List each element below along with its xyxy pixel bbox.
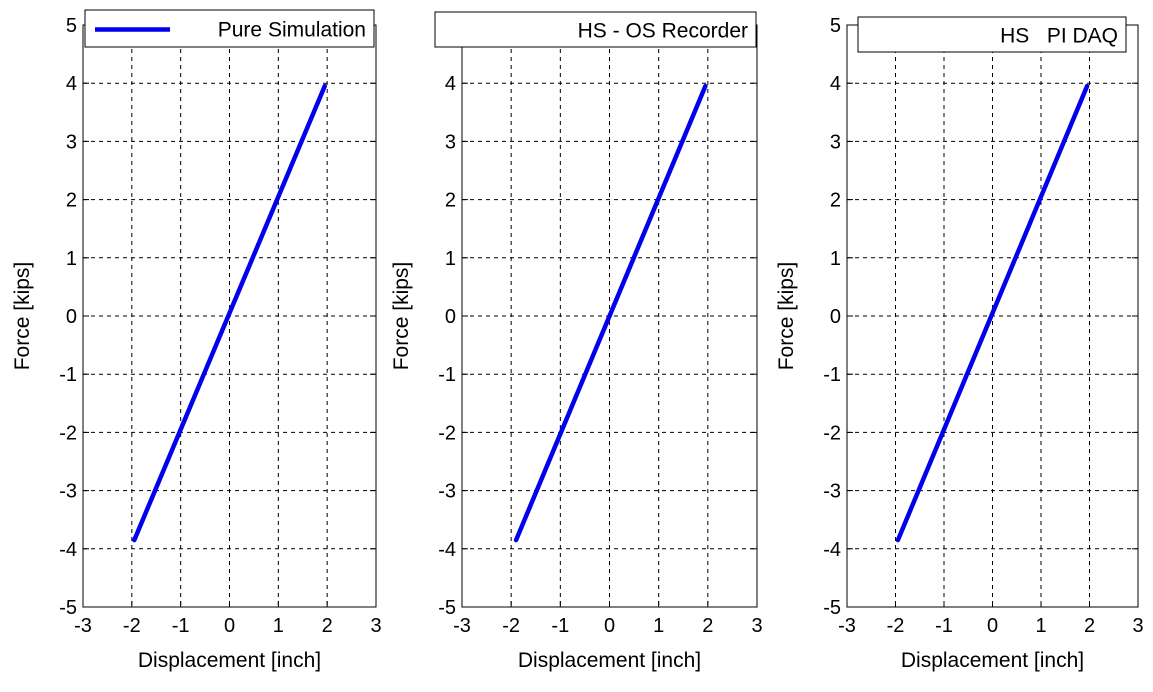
x-tick-label: 3 bbox=[370, 615, 381, 637]
y-tick-label: 1 bbox=[66, 248, 77, 270]
y-tick-label: -1 bbox=[59, 364, 77, 386]
y-tick-label: -4 bbox=[59, 539, 77, 561]
y-tick-label: -5 bbox=[59, 597, 77, 619]
y-tick-label: -2 bbox=[59, 422, 77, 444]
x-tick-label: 2 bbox=[322, 615, 333, 637]
y-tick-label: -5 bbox=[823, 597, 841, 619]
y-tick-label: 0 bbox=[830, 306, 841, 328]
y-tick-label: -3 bbox=[59, 481, 77, 503]
y-tick-label: 2 bbox=[445, 190, 456, 212]
x-tick-label: 0 bbox=[987, 615, 998, 637]
y-tick-label: 3 bbox=[830, 131, 841, 153]
y-tick-label: -3 bbox=[823, 481, 841, 503]
y-tick-label: 1 bbox=[445, 248, 456, 270]
y-axis-label: Force [kips] bbox=[775, 262, 798, 371]
legend: HS - OS Recorder bbox=[435, 12, 756, 47]
y-tick-label: -2 bbox=[438, 422, 456, 444]
x-axis-label: Displacement [inch] bbox=[138, 649, 321, 672]
x-tick-label: 1 bbox=[273, 615, 284, 637]
y-tick-label: 4 bbox=[830, 73, 841, 95]
y-tick-label: 5 bbox=[66, 15, 77, 37]
y-tick-label: -4 bbox=[438, 539, 456, 561]
legend: HS PI DAQ bbox=[858, 17, 1126, 52]
x-tick-label: 3 bbox=[1132, 615, 1143, 637]
legend-label: Pure Simulation bbox=[218, 19, 366, 42]
y-tick-label: -1 bbox=[438, 364, 456, 386]
x-tick-label: 0 bbox=[604, 615, 615, 637]
y-tick-label: 3 bbox=[445, 131, 456, 153]
y-tick-label: 4 bbox=[66, 73, 77, 95]
legend: Pure Simulation bbox=[85, 10, 374, 47]
x-tick-label: -2 bbox=[123, 615, 141, 637]
x-tick-label: -1 bbox=[172, 615, 190, 637]
x-tick-label: 1 bbox=[653, 615, 664, 637]
x-tick-label: -2 bbox=[887, 615, 905, 637]
x-tick-label: -1 bbox=[935, 615, 953, 637]
x-tick-label: 2 bbox=[702, 615, 713, 637]
y-tick-label: 1 bbox=[830, 248, 841, 270]
y-tick-label: 3 bbox=[66, 131, 77, 153]
y-tick-label: 5 bbox=[830, 15, 841, 37]
x-axis-label: Displacement [inch] bbox=[518, 649, 701, 672]
y-tick-label: 0 bbox=[66, 306, 77, 328]
x-tick-label: 0 bbox=[224, 615, 235, 637]
y-tick-label: -3 bbox=[438, 481, 456, 503]
legend-label: HS PI DAQ bbox=[1000, 25, 1118, 48]
x-tick-label: 2 bbox=[1084, 615, 1095, 637]
y-tick-label: -4 bbox=[823, 539, 841, 561]
legend-label: HS - OS Recorder bbox=[578, 20, 748, 43]
y-tick-label: -5 bbox=[438, 597, 456, 619]
x-tick-label: 1 bbox=[1035, 615, 1046, 637]
y-axis-label: Force [kips] bbox=[11, 262, 34, 371]
y-tick-label: -2 bbox=[823, 422, 841, 444]
y-tick-label: 2 bbox=[66, 190, 77, 212]
y-tick-label: 0 bbox=[445, 306, 456, 328]
x-tick-label: -1 bbox=[551, 615, 569, 637]
x-tick-label: -2 bbox=[502, 615, 520, 637]
y-axis-label: Force [kips] bbox=[390, 262, 413, 371]
y-tick-label: 4 bbox=[445, 73, 456, 95]
y-tick-label: 2 bbox=[830, 190, 841, 212]
y-tick-label: -1 bbox=[823, 364, 841, 386]
x-tick-label: 3 bbox=[751, 615, 762, 637]
x-axis-label: Displacement [inch] bbox=[901, 649, 1084, 672]
